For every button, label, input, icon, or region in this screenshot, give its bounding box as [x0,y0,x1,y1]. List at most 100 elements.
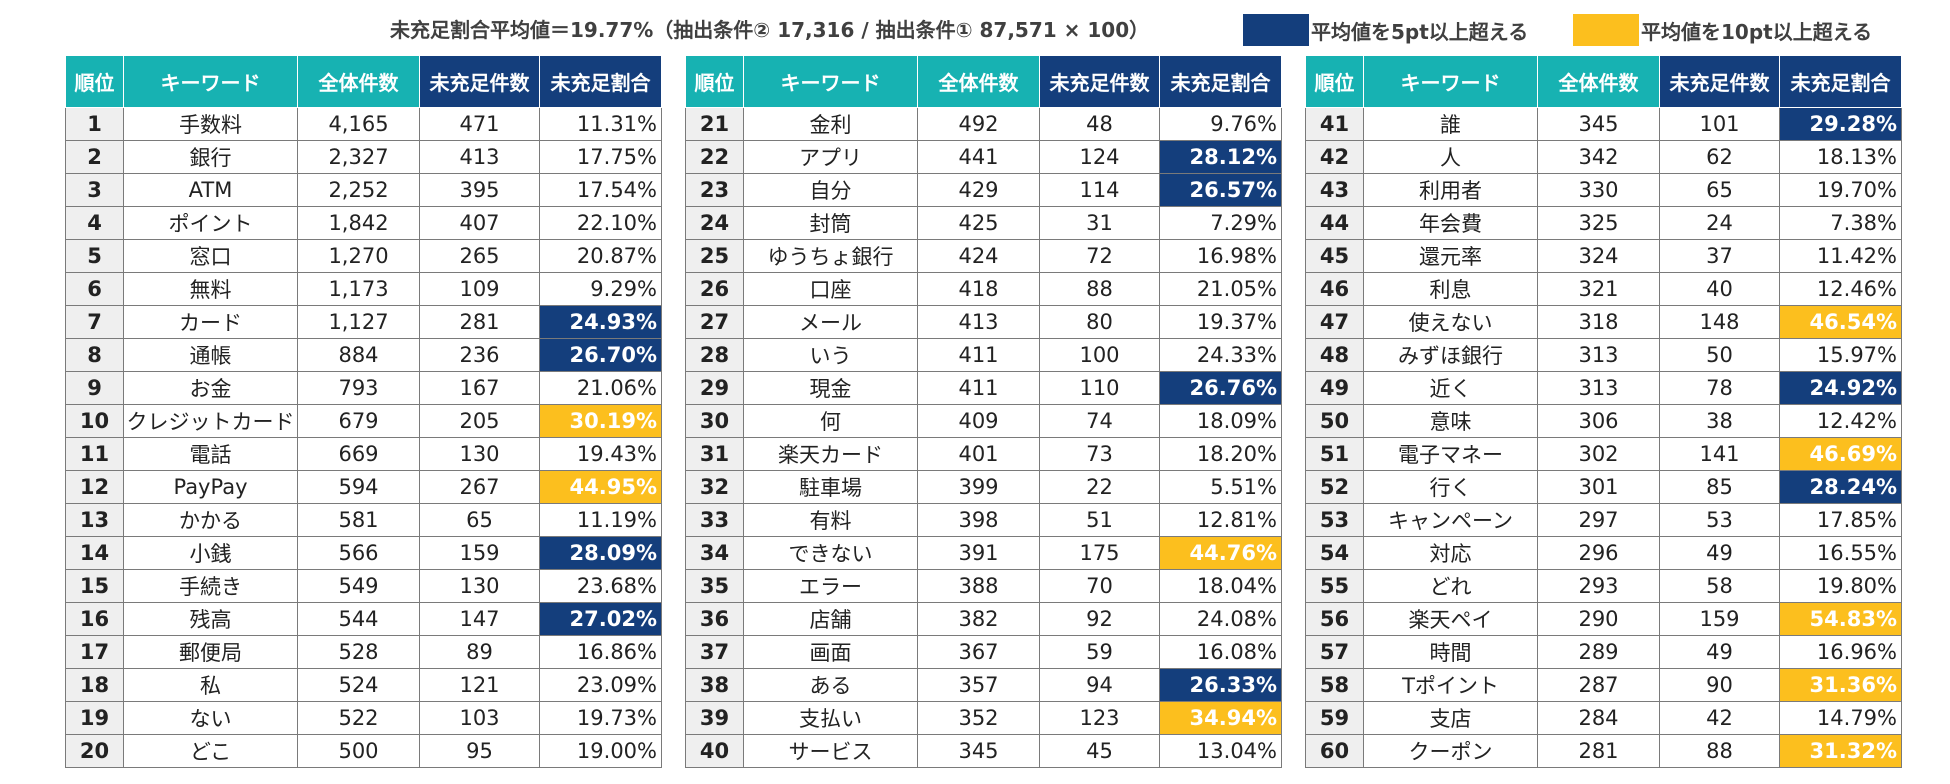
table-row: 45 還元率 324 37 11.42% [1305,239,1902,273]
unmet-ratio-cell: 16.55% [1779,536,1902,570]
keyword-cell: みずほ銀行 [1363,338,1538,372]
keyword-cell: 通帳 [123,338,298,372]
unmet-ratio-cell: 21.05% [1159,272,1282,306]
unmet-ratio-cell: 18.20% [1159,437,1282,471]
unmet-ratio-cell: 24.92% [1779,371,1902,405]
unmet-count-cell: 103 [419,701,540,735]
unmet-ratio-cell: 26.33% [1159,668,1282,702]
legend-5pt-swatch [1243,14,1309,46]
keyword-cell: 駐車場 [743,470,918,504]
unmet-count-cell: 267 [419,470,540,504]
total-count-cell: 669 [297,437,420,471]
unmet-count-cell: 471 [419,107,540,141]
rank-cell: 46 [1305,272,1364,306]
unmet-ratio-cell: 23.09% [539,668,662,702]
total-count-cell: 302 [1537,437,1660,471]
rank-cell: 50 [1305,404,1364,438]
keyword-cell: 自分 [743,173,918,207]
keyword-cell: 年会費 [1363,206,1538,240]
unmet-count-cell: 121 [419,668,540,702]
total-count-cell: 325 [1537,206,1660,240]
table-row: 55 どれ 293 58 19.80% [1305,569,1902,603]
unmet-ratio-cell: 19.37% [1159,305,1282,339]
legend-5pt: 平均値を5pt以上超える [1243,14,1528,46]
unmet-count-cell: 114 [1039,173,1160,207]
rank-cell: 20 [65,734,124,768]
keyword-cell: 支店 [1363,701,1538,735]
rank-cell: 56 [1305,602,1364,636]
keyword-cell: サービス [743,734,918,768]
rank-cell: 60 [1305,734,1364,768]
unmet-count-cell: 110 [1039,371,1160,405]
unmet-ratio-cell: 16.96% [1779,635,1902,669]
rank-cell: 49 [1305,371,1364,405]
total-count-cell: 549 [297,569,420,603]
header-ratio: 未充足割合 [1159,55,1282,108]
unmet-ratio-cell: 44.76% [1159,536,1282,570]
keyword-cell: エラー [743,569,918,603]
rank-cell: 57 [1305,635,1364,669]
unmet-count-cell: 130 [419,569,540,603]
table-row: 27 メール 413 80 19.37% [685,305,1282,339]
table-row: 13 かかる 581 65 11.19% [65,503,662,537]
unmet-count-cell: 88 [1659,734,1780,768]
keyword-cell: どこ [123,734,298,768]
table-row: 32 駐車場 399 22 5.51% [685,470,1282,504]
rank-cell: 55 [1305,569,1364,603]
rank-cell: 22 [685,140,744,174]
keyword-cell: 窓口 [123,239,298,273]
unmet-ratio-cell: 20.87% [539,239,662,273]
unmet-ratio-cell: 26.76% [1159,371,1282,405]
unmet-count-cell: 59 [1039,635,1160,669]
unmet-ratio-cell: 16.86% [539,635,662,669]
unmet-ratio-cell: 31.36% [1779,668,1902,702]
table-row: 4 ポイント 1,842 407 22.10% [65,206,662,240]
unmet-count-cell: 49 [1659,635,1780,669]
unmet-ratio-cell: 7.38% [1779,206,1902,240]
table-row: 43 利用者 330 65 19.70% [1305,173,1902,207]
keyword-cell: ATM [123,173,298,207]
total-count-cell: 528 [297,635,420,669]
total-count-cell: 388 [917,569,1040,603]
total-count-cell: 1,270 [297,239,420,273]
rank-cell: 33 [685,503,744,537]
total-count-cell: 301 [1537,470,1660,504]
rank-cell: 48 [1305,338,1364,372]
keyword-cell: できない [743,536,918,570]
keyword-cell: 現金 [743,371,918,405]
unmet-ratio-cell: 19.43% [539,437,662,471]
unmet-count-cell: 80 [1039,305,1160,339]
unmet-count-cell: 265 [419,239,540,273]
unmet-count-cell: 124 [1039,140,1160,174]
table-row: 54 対応 296 49 16.55% [1305,536,1902,570]
table-row: 3 ATM 2,252 395 17.54% [65,173,662,207]
header-unmet: 未充足件数 [1659,55,1780,108]
unmet-ratio-cell: 12.42% [1779,404,1902,438]
keyword-cell: 手数料 [123,107,298,141]
unmet-count-cell: 407 [419,206,540,240]
rank-cell: 38 [685,668,744,702]
unmet-ratio-cell: 5.51% [1159,470,1282,504]
table-row: 37 画面 367 59 16.08% [685,635,1282,669]
total-count-cell: 793 [297,371,420,405]
table-row: 8 通帳 884 236 26.70% [65,338,662,372]
keyword-cell: 私 [123,668,298,702]
unmet-ratio-cell: 19.80% [1779,569,1902,603]
keyword-cell: 電話 [123,437,298,471]
keyword-cell: 楽天ペイ [1363,602,1538,636]
total-count-cell: 281 [1537,734,1660,768]
unmet-ratio-cell: 7.29% [1159,206,1282,240]
total-count-cell: 306 [1537,404,1660,438]
total-count-cell: 321 [1537,272,1660,306]
total-count-cell: 2,327 [297,140,420,174]
rank-cell: 45 [1305,239,1364,273]
table-row: 1 手数料 4,165 471 11.31% [65,107,662,141]
table-row: 2 銀行 2,327 413 17.75% [65,140,662,174]
unmet-ratio-cell: 28.24% [1779,470,1902,504]
legend-10pt-label: 平均値を10pt以上超える [1641,19,1873,44]
unmet-count-cell: 42 [1659,701,1780,735]
unmet-ratio-cell: 11.42% [1779,239,1902,273]
unmet-count-cell: 92 [1039,602,1160,636]
table-row: 7 カード 1,127 281 24.93% [65,305,662,339]
table-row: 46 利息 321 40 12.46% [1305,272,1902,306]
